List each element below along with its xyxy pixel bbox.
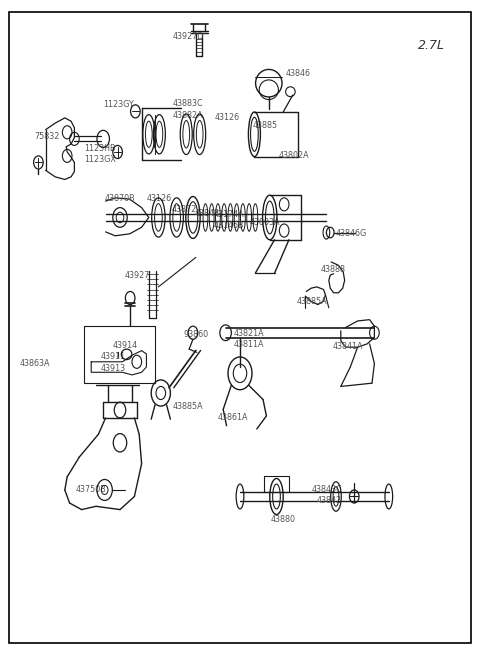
Text: 43914: 43914	[113, 341, 138, 350]
Text: 43872: 43872	[172, 205, 197, 214]
Text: 43927D: 43927D	[172, 31, 204, 41]
Text: 43821A: 43821A	[234, 329, 264, 338]
Text: 93860: 93860	[184, 329, 209, 339]
Text: 43913: 43913	[101, 364, 126, 373]
Text: 43885A: 43885A	[173, 402, 204, 411]
Text: 43861A: 43861A	[217, 413, 248, 422]
Text: 1123GX: 1123GX	[84, 155, 116, 164]
Text: 43888: 43888	[321, 265, 346, 274]
Text: 43842: 43842	[317, 496, 342, 505]
Text: 1123GY: 1123GY	[103, 100, 134, 109]
Text: 43927: 43927	[125, 271, 150, 280]
Text: 1123HB: 1123HB	[84, 144, 116, 153]
Text: 43126: 43126	[146, 194, 171, 203]
Text: 43863A: 43863A	[19, 359, 50, 368]
Bar	[264, 476, 289, 492]
Text: 43883C: 43883C	[173, 99, 204, 108]
Text: 43882A: 43882A	[173, 111, 204, 120]
Text: 43880: 43880	[270, 515, 295, 524]
Bar	[84, 326, 155, 383]
Text: 43841A: 43841A	[333, 342, 363, 351]
Text: 43885A: 43885A	[296, 297, 327, 306]
Text: 43803A: 43803A	[250, 218, 280, 227]
Text: 43174A: 43174A	[214, 210, 245, 219]
Text: 43811A: 43811A	[234, 340, 264, 349]
Text: 43146B: 43146B	[214, 221, 245, 231]
Text: 43802A: 43802A	[278, 151, 309, 160]
Text: 43885: 43885	[253, 121, 278, 130]
Text: 43750B: 43750B	[76, 485, 107, 495]
Text: 43870B: 43870B	[105, 194, 135, 203]
Text: 43843C: 43843C	[312, 485, 343, 494]
Text: 43911: 43911	[101, 352, 126, 362]
Text: 43126: 43126	[215, 113, 240, 122]
Text: 2.7L: 2.7L	[418, 39, 444, 52]
Text: 43846G: 43846G	[336, 229, 367, 238]
Text: 43846: 43846	[286, 69, 311, 78]
Text: 43848: 43848	[195, 209, 220, 218]
Text: 75832: 75832	[35, 132, 60, 141]
